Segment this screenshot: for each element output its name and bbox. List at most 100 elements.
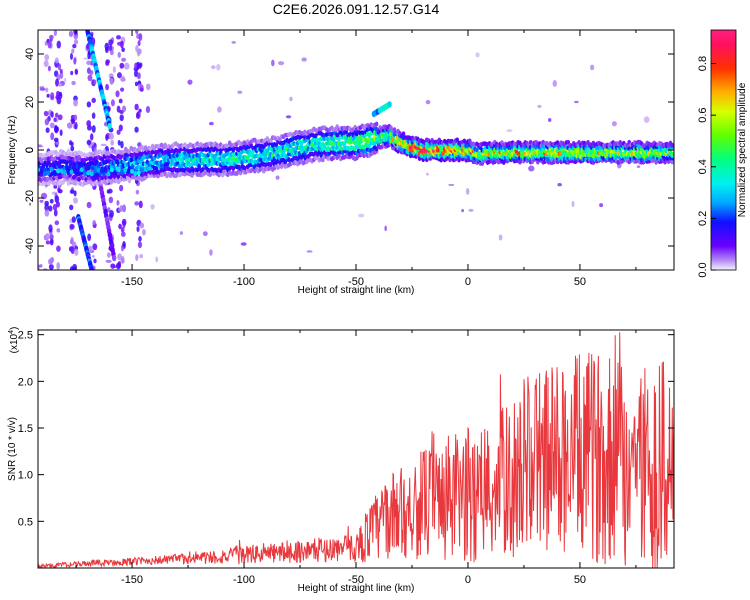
- spectrogram-streak: [50, 256, 55, 263]
- spectrogram-noise: [150, 204, 155, 210]
- spectrogram-streak: [138, 236, 142, 242]
- spectrogram-streak: [48, 205, 53, 212]
- spectrogram-ridge-cell: [374, 121, 379, 127]
- x-tick-label: -100: [233, 276, 255, 288]
- spectrogram-noise: [187, 79, 193, 85]
- spectrogram-noise: [574, 100, 579, 104]
- spectrogram-streak: [53, 137, 59, 142]
- spectrogram-streak: [49, 240, 54, 246]
- spectrogram-ridge-cell: [69, 169, 74, 175]
- spectrogram-streak: [117, 139, 121, 146]
- spectrogram-streak: [120, 75, 125, 82]
- spectrogram-streak: [56, 228, 61, 233]
- spectrogram-streak: [69, 139, 73, 146]
- spectrogram-streak: [70, 118, 75, 123]
- y-tick-label: 40: [24, 48, 36, 60]
- spectrogram-noise: [571, 200, 575, 208]
- spectrogram-streak: [56, 262, 61, 270]
- spectrogram-streak: [136, 72, 141, 80]
- spectrogram-streak: [137, 142, 141, 147]
- spectrogram-ridge-cell: [86, 170, 91, 176]
- spectrogram-streak: [117, 253, 123, 261]
- spectrogram-streak: [110, 99, 115, 107]
- spectrogram-ridge-cell: [79, 167, 84, 173]
- spectrogram-noise: [498, 234, 503, 241]
- y-tick-label: 20: [24, 96, 36, 108]
- spectrogram-streak: [48, 264, 54, 270]
- spectrogram-noise: [285, 115, 292, 119]
- spectrogram-streak: [107, 188, 113, 194]
- spectrogram-streak: [121, 218, 127, 226]
- spectrogram-streak: [135, 112, 140, 119]
- spectrogram-streak: [86, 139, 92, 146]
- spectrogram-ridge-cell: [109, 167, 114, 173]
- spectrogram-streak: [53, 30, 58, 37]
- spectrogram-streak: [70, 236, 74, 245]
- spectrogram-streak: [109, 49, 114, 56]
- spectrogram-streak: [134, 81, 139, 87]
- spectrogram-ridge-cell: [126, 169, 131, 175]
- spectrogram-streak: [121, 256, 125, 262]
- spectrogram-y-axis-label: Frequency (Hz): [7, 116, 18, 185]
- spectrogram-noise: [548, 117, 552, 123]
- spectrogram-streak: [138, 200, 143, 209]
- spectrogram-noise: [465, 188, 470, 195]
- spectrogram-noise: [461, 209, 465, 213]
- spectrogram-streak: [87, 74, 93, 82]
- spectrogram-noise: [83, 57, 89, 60]
- spectrogram-ridge-cell: [56, 168, 61, 174]
- spectrogram-ridge-cell: [49, 166, 54, 172]
- spectrogram-streak: [121, 57, 127, 62]
- spectrogram-streak: [72, 43, 77, 49]
- spectrogram-noise: [468, 208, 474, 212]
- spectrogram-ridge-cell: [270, 152, 275, 158]
- spectrogram-streak: [46, 93, 50, 98]
- chart-title: C2E6.2026.091.12.57.G14: [273, 1, 440, 17]
- y-tick-label: 2.5: [18, 330, 33, 342]
- snr-panel: -150 -100 -50 0 50 0.5 1.0 1.5 2.0 2.5 Height of…: [7, 327, 675, 594]
- spectrogram-noise: [528, 165, 535, 172]
- spectrogram-streak: [73, 30, 78, 35]
- x-tick-label: -50: [348, 574, 364, 586]
- spectrogram-x-axis: -150 -100 -50 0 50: [75, 30, 637, 288]
- spectrogram-ridge-cell: [93, 168, 98, 174]
- y-tick-label: 1.5: [18, 423, 33, 435]
- snr-y-axis: 0.5 1.0 1.5 2.0 2.5: [18, 330, 674, 528]
- spectrogram-ridge-cell: [321, 157, 325, 163]
- spectrogram-streak: [45, 127, 50, 133]
- spectrogram-streak: [104, 42, 110, 50]
- spectrogram-noise: [92, 255, 95, 258]
- spectrogram-streak: [74, 122, 78, 130]
- spectrogram-streak: [105, 134, 109, 141]
- spectrogram-streak: [71, 216, 76, 223]
- spectrogram-streak: [105, 59, 111, 64]
- spectrogram-streak: [93, 79, 97, 85]
- colorbar-tick-label: 0.0: [697, 262, 709, 277]
- y-tick-label: -20: [24, 190, 36, 206]
- spectrogram-streak: [116, 200, 120, 206]
- spectrogram-noise: [358, 213, 365, 218]
- spectrogram-ridge-cell: [66, 180, 71, 186]
- spectrogram-noise: [426, 172, 429, 176]
- spectrogram-ridge-cell: [106, 171, 111, 177]
- spectrogram-streak: [116, 129, 121, 135]
- spectrogram-ridge-cell: [127, 178, 132, 184]
- spectrogram-streak: [53, 209, 58, 217]
- spectrogram-noise: [39, 199, 44, 203]
- spectrogram-noise: [384, 225, 387, 232]
- spectrogram-streak: [137, 40, 141, 47]
- spectrogram-streak: [134, 126, 139, 133]
- spectrogram-streak: [70, 246, 75, 255]
- colorbar-label: Normalized spectral amplitude: [737, 82, 748, 217]
- spectrogram-streak: [108, 196, 114, 204]
- spectrogram-streak: [119, 184, 124, 192]
- spectrogram-noise: [636, 165, 641, 169]
- spectrogram-noise: [289, 96, 293, 102]
- spectrogram-ridge-cell: [392, 127, 397, 133]
- colorbar-tick-label: 0.8: [697, 56, 709, 71]
- spectrogram-streak: [116, 35, 121, 40]
- spectrogram-streak: [91, 97, 96, 104]
- spectrogram-streak: [44, 118, 50, 126]
- spectrogram-streak: [134, 201, 140, 206]
- spectrogram-streak: [54, 112, 59, 118]
